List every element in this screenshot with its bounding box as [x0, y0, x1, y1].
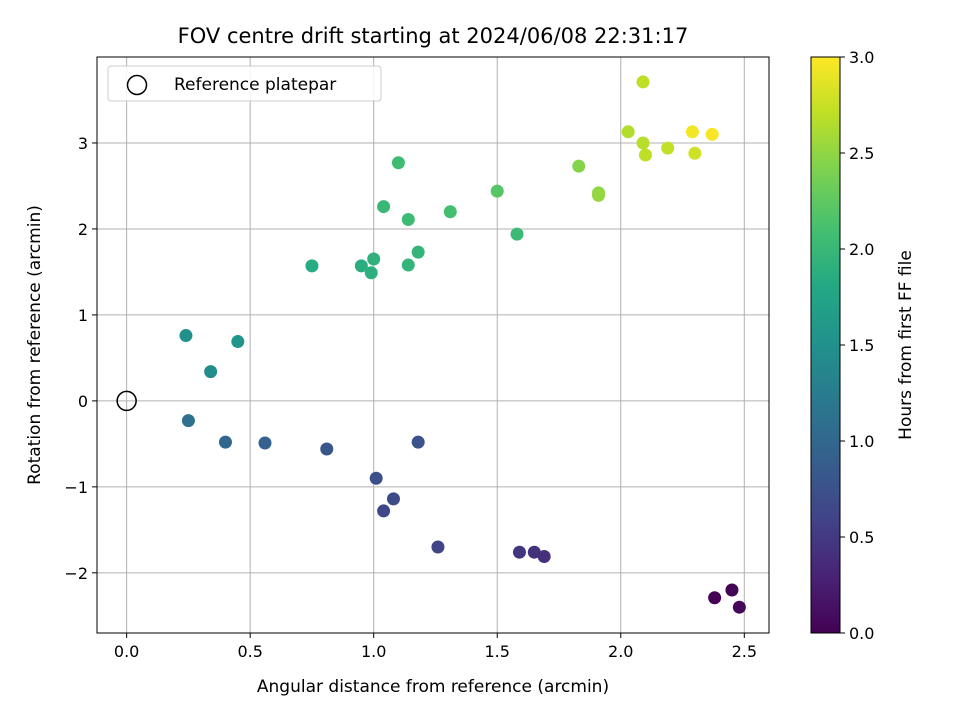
data-point-16 [179, 329, 193, 343]
data-point-22 [401, 258, 415, 272]
x-axis-label: Angular distance from reference (arcmin) [257, 677, 609, 697]
x-tick-label-2: 1.0 [361, 642, 386, 661]
reference-platepar-marker [116, 390, 137, 412]
data-point-2 [732, 600, 746, 614]
data-point-14 [181, 414, 195, 428]
data-point-27 [443, 205, 457, 219]
colorbar-gradient [811, 57, 840, 633]
data-point-5 [512, 545, 526, 559]
colorbar-tick-label-0: 0.0 [849, 624, 874, 643]
y-tick-label-4: 2 [78, 220, 88, 239]
x-tick-label-5: 2.5 [732, 642, 757, 661]
y-tick-label-0: −2 [64, 564, 88, 583]
data-point-11 [320, 442, 334, 456]
x-tick-label-4: 2.0 [608, 642, 633, 661]
data-point-1 [725, 583, 739, 597]
data-point-9 [369, 471, 383, 485]
y-axis-label: Rotation from reference (arcmin) [25, 205, 45, 485]
colorbar-tick-label-6: 3.0 [849, 48, 874, 67]
data-point-30 [572, 159, 586, 173]
data-point-3 [537, 549, 551, 563]
grid [97, 57, 769, 633]
data-point-17 [231, 335, 245, 349]
data-point-10 [411, 435, 425, 449]
colorbar-tick-label-1: 0.5 [849, 528, 874, 547]
data-point-28 [510, 227, 524, 241]
data-point-15 [204, 365, 218, 379]
data-point-32 [592, 188, 606, 202]
data-point-29 [490, 184, 504, 198]
y-tick-label-3: 1 [78, 306, 88, 325]
data-point-37 [661, 141, 675, 155]
data-point-18 [305, 259, 319, 273]
data-point-26 [401, 212, 415, 226]
data-point-25 [391, 156, 405, 170]
data-point-20 [364, 266, 378, 280]
data-point-12 [258, 436, 272, 450]
legend-box [107, 65, 382, 102]
legend-entry-reference: Reference platepar [174, 75, 336, 95]
data-point-36 [636, 75, 650, 89]
y-tick-label-1: −1 [64, 478, 88, 497]
data-point-7 [377, 504, 391, 518]
x-tick-label-3: 1.5 [485, 642, 510, 661]
data-point-40 [705, 127, 719, 141]
colorbar-ticks: 0.0 0.5 1.0 1.5 2.0 2.5 3.0 [840, 48, 874, 643]
y-tick-label-5: 3 [78, 134, 88, 153]
x-tick-label-1: 0.5 [237, 642, 262, 661]
colorbar: 0.0 0.5 1.0 1.5 2.0 2.5 3.0 Hours from first F… [810, 48, 916, 643]
legend: Reference platepar [107, 65, 382, 102]
data-points [116, 75, 746, 614]
data-point-24 [377, 200, 391, 214]
plot-frame [96, 56, 770, 634]
x-tick-label-0: 0.0 [114, 642, 139, 661]
data-point-0 [708, 591, 722, 605]
data-point-34 [636, 136, 650, 150]
colorbar-label: Hours from first FF file [896, 250, 916, 440]
data-point-13 [218, 435, 232, 449]
data-point-33 [621, 125, 635, 139]
colorbar-tick-label-3: 1.5 [849, 336, 874, 355]
data-point-8 [386, 492, 400, 506]
axes: 0.0 0.5 1.0 1.5 2.0 2.5 −2 −1 0 1 2 3 [64, 56, 770, 661]
colorbar-tick-label-4: 2.0 [849, 240, 874, 259]
data-point-19 [354, 259, 368, 273]
data-point-39 [685, 125, 699, 139]
colorbar-tick-label-2: 1.0 [849, 432, 874, 451]
data-point-4 [527, 545, 541, 559]
data-point-21 [367, 252, 381, 266]
data-point-23 [411, 245, 425, 259]
data-point-38 [688, 146, 702, 160]
chart-title: FOV centre drift starting at 2024/06/08 … [178, 24, 689, 48]
legend-marker-reference [126, 74, 148, 96]
colorbar-tick-label-5: 2.5 [849, 144, 874, 163]
data-point-6 [431, 540, 445, 554]
y-tick-label-2: 0 [78, 392, 88, 411]
data-point-35 [638, 148, 652, 162]
